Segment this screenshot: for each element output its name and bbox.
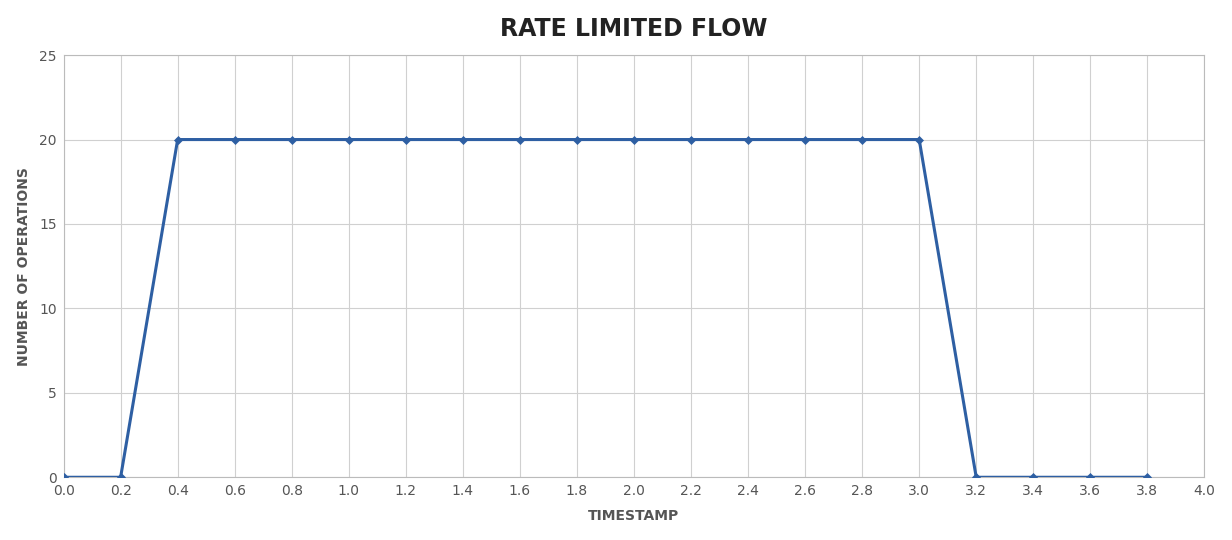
X-axis label: TIMESTAMP: TIMESTAMP xyxy=(589,509,680,523)
Y-axis label: NUMBER OF OPERATIONS: NUMBER OF OPERATIONS xyxy=(17,167,31,366)
Title: RATE LIMITED FLOW: RATE LIMITED FLOW xyxy=(500,17,768,40)
